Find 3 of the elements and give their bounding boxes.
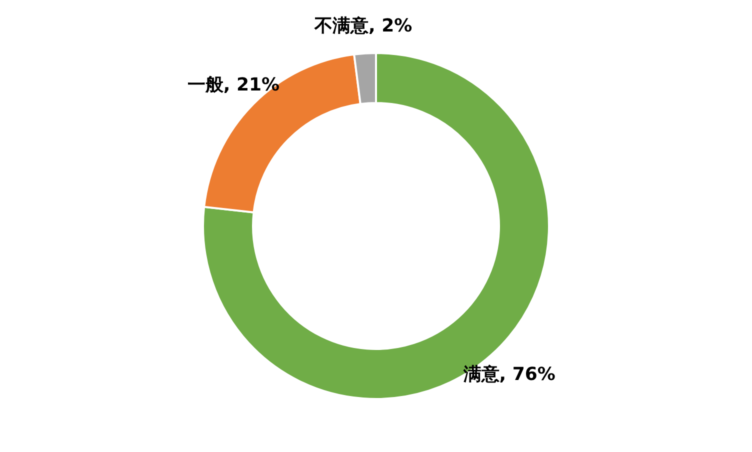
slice-label: 满意, 76%	[462, 364, 556, 386]
slice-label: 一般, 21%	[187, 74, 280, 96]
slice-label: 不满意, 2%	[313, 15, 412, 36]
